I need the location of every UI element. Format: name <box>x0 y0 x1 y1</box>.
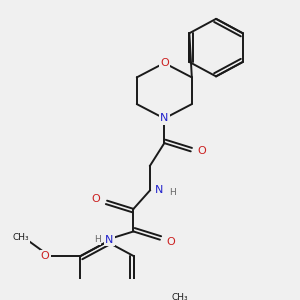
Text: O: O <box>197 146 206 156</box>
Text: N: N <box>160 113 169 124</box>
Text: CH₃: CH₃ <box>171 293 188 300</box>
Text: O: O <box>41 251 50 261</box>
Text: N: N <box>154 185 163 195</box>
Text: O: O <box>160 58 169 68</box>
Text: CH₃: CH₃ <box>13 233 29 242</box>
Text: H: H <box>169 188 176 197</box>
Text: O: O <box>167 237 175 247</box>
Text: O: O <box>92 194 100 204</box>
Text: N: N <box>105 235 113 245</box>
Text: H: H <box>94 235 101 244</box>
